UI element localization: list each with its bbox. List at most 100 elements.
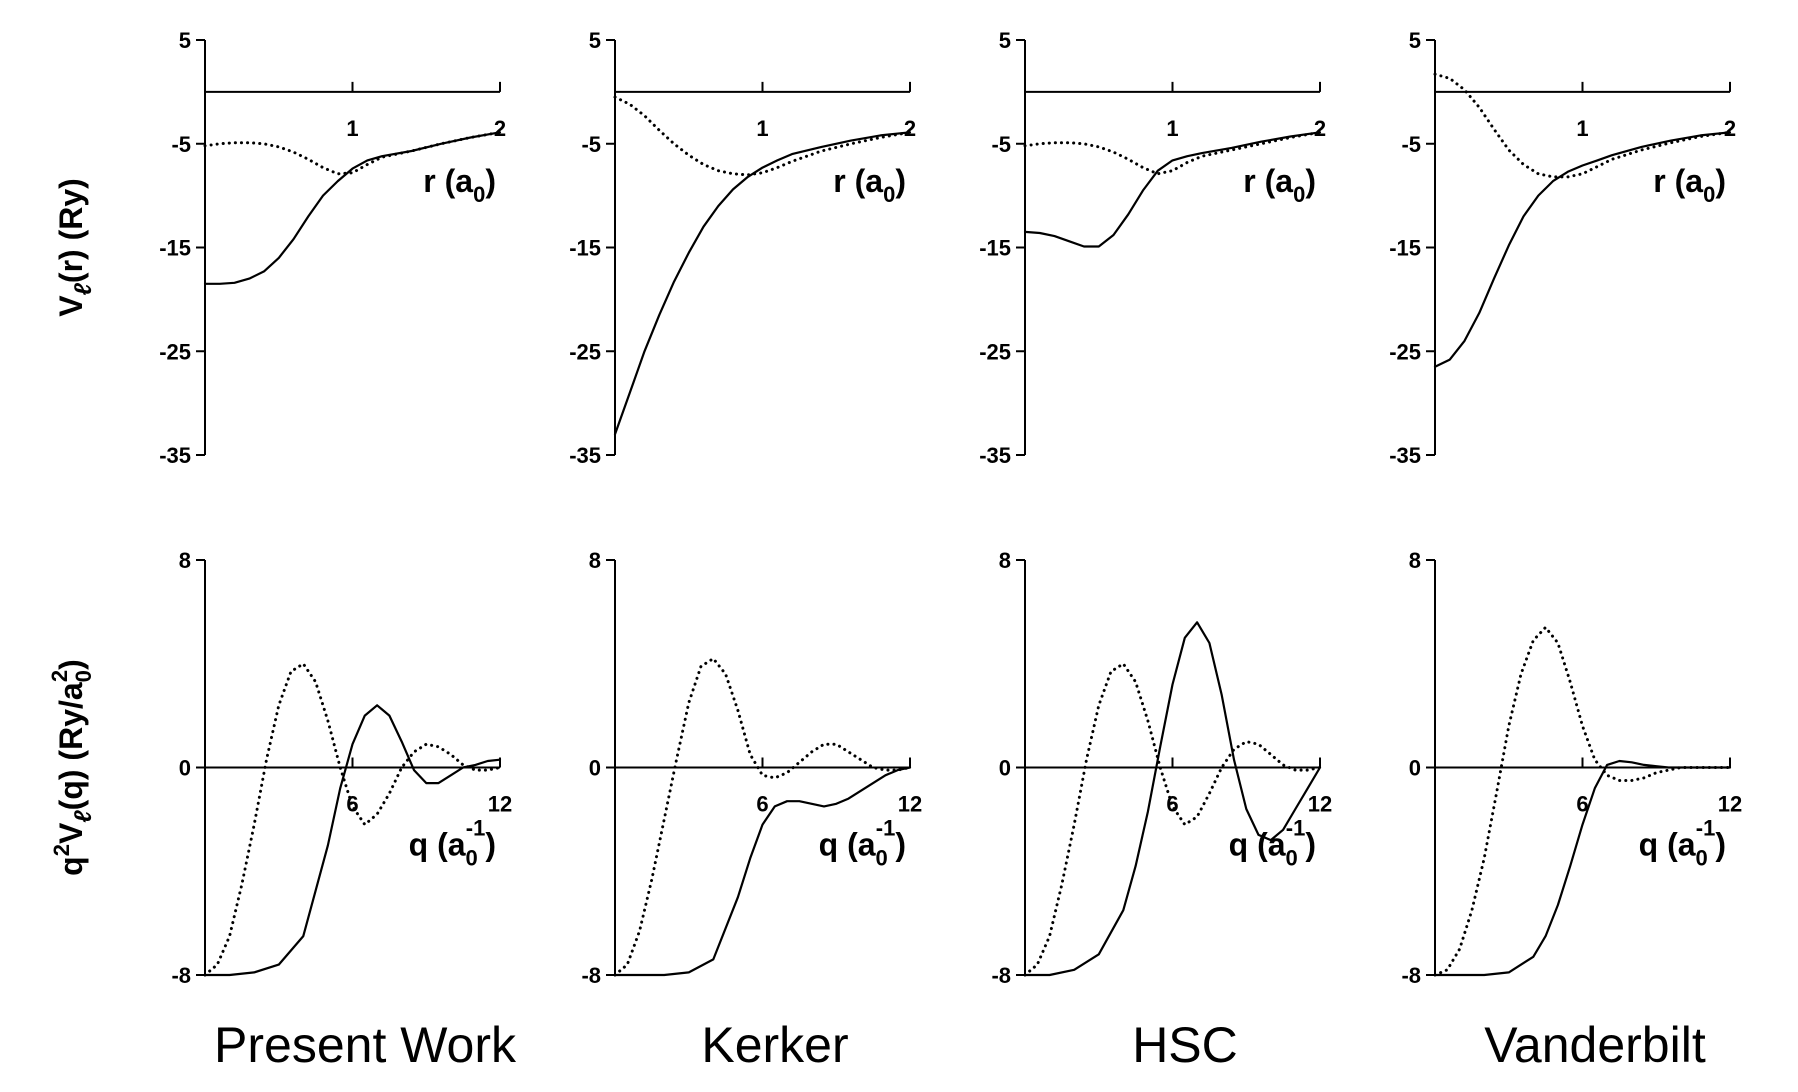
x-axis-title-sub: 0 [883,182,895,207]
y-tick-label: 0 [179,756,191,781]
x-axis-title-close: ) [1305,827,1316,863]
x-axis-title: r (a0) [1243,163,1316,207]
solid-curve [203,704,502,977]
x-axis-title: q (a0 -1) [1639,816,1726,871]
panel-3: 5-5-15-25-351 2r (a0)80-86 12q (a0-1)Vande… [1389,28,1742,1073]
panel-title: Present Work [214,1017,517,1073]
y-tick-label: -5 [1401,132,1421,157]
x-axis-title-sub: 0 [1703,182,1715,207]
y-tick-label: 5 [179,28,191,53]
x-tick-label: 2 [1724,116,1736,141]
x-axis-title-main: q (a [819,827,876,863]
y-axis-title-part: q [53,856,89,876]
dotted-curve [1023,130,1322,176]
y-tick-label: -35 [979,443,1011,468]
x-axis-title-close: ) [895,827,906,863]
x-tick-label: 6 [1576,792,1588,817]
top-plot: 5 -5 -15 -25 -35 1 2 r (a0) [569,28,916,468]
dotted-curve [1433,72,1732,179]
y-tick-label: 0 [999,756,1011,781]
panel-title: Vanderbilt [1484,1017,1706,1073]
y-axis-title: Vℓ(r) (Ry) [53,178,97,317]
x-tick-label: 1 [1166,116,1178,141]
x-axis-title-sub: 0 [473,182,485,207]
x-axis-title: q (a0 -1) [1229,816,1316,871]
x-axis-title-close: ) [1715,163,1726,199]
x-axis-title-main: q (a [1639,827,1696,863]
solid-curve [1023,621,1322,977]
solid-curve [613,766,912,977]
bottom-plot: 80-86 12q (a0-1)q2Vℓ(q) (Ry/a02) [47,548,512,988]
y-tick-label: -5 [171,132,191,157]
x-axis-title-main: r (a [423,163,473,199]
y-tick-label: -8 [991,963,1011,988]
dotted-curve [1023,662,1322,977]
y-tick-label: 0 [589,756,601,781]
y-axis-title-part: V [53,295,89,317]
x-axis-title-sub: 0 [1286,846,1298,871]
bottom-plot: 80-86 12q (a0-1) [581,548,922,988]
x-tick-label: 6 [756,792,768,817]
y-tick-label: -35 [1389,443,1421,468]
y-tick-label: 8 [179,548,191,573]
x-axis-title-sub: 0 [1696,846,1708,871]
x-axis-title-main: q (a [409,827,466,863]
solid-curve [613,131,912,436]
x-axis-title: q (a0 -1) [819,816,906,871]
y-tick-label: 0 [1409,756,1421,781]
y-tick-label: -8 [1401,963,1421,988]
x-axis-title-sub: 0 [876,846,888,871]
solid-curve [1433,759,1732,977]
y-tick-label: 5 [999,28,1011,53]
x-tick-label: 12 [1718,792,1742,817]
x-tick-label: 2 [494,116,506,141]
y-tick-label: -5 [581,132,601,157]
x-axis-title-sub: 0 [1293,182,1305,207]
x-axis-title-close: ) [485,827,496,863]
panel-1: 5-5-15-25-351 2r (a0)80-86 12q (a0-1)Kerke… [569,28,922,1073]
x-axis-title-close: ) [1715,827,1726,863]
dotted-curve [1433,625,1732,977]
panel-title: Kerker [701,1017,848,1073]
y-axis-title-part: V [53,822,89,844]
top-plot: 5 -5 -15 -25 -35 1 2 r (a0) [979,28,1326,468]
panel-0: 5-5-15-25-351 2r (a0)Vℓ(r) (Ry)80-86 12q (… [47,28,517,1073]
dotted-curve [613,95,912,177]
y-axis-title-sub: ℓ [70,282,97,295]
y-axis-title-sup: 2 [47,670,72,682]
x-axis-title-sup: -1 [1286,816,1306,841]
y-axis-title-part: (q) (Ry/a [53,682,89,810]
y-tick-label: 8 [999,548,1011,573]
y-tick-label: -25 [569,339,601,364]
dotted-curve [203,130,502,176]
dotted-curve [613,657,912,977]
y-tick-label: 8 [1409,548,1421,573]
panel-title: HSC [1132,1017,1238,1073]
y-axis-title-sup: 2 [49,844,74,856]
dotted-curve [203,662,502,977]
x-axis-title-sup: -1 [466,816,486,841]
x-axis-title-sub: 0 [466,846,478,871]
x-axis-title-main: q (a [1229,827,1286,863]
bottom-plot: 80-86 12q (a0-1) [991,548,1332,988]
y-tick-label: -15 [569,236,601,261]
x-axis-title: r (a0) [423,163,496,207]
y-tick-label: -35 [569,443,601,468]
x-axis-title: q (a0 -1) [409,816,496,871]
y-tick-label: 5 [589,28,601,53]
y-tick-label: 5 [1409,28,1421,53]
x-tick-label: 1 [1576,116,1588,141]
x-tick-label: 1 [756,116,768,141]
x-tick-label: 12 [898,792,922,817]
solid-curve [203,131,502,285]
y-tick-label: -25 [979,339,1011,364]
x-axis-title-main: r (a [833,163,883,199]
x-axis-title: r (a0) [1653,163,1726,207]
x-axis-title-close: ) [895,163,906,199]
y-axis-title-sub: ℓ [70,810,97,823]
x-axis-title: r (a0) [833,163,906,207]
y-tick-label: -15 [979,236,1011,261]
x-axis-title-sup: -1 [876,816,896,841]
y-tick-label: -25 [1389,339,1421,364]
